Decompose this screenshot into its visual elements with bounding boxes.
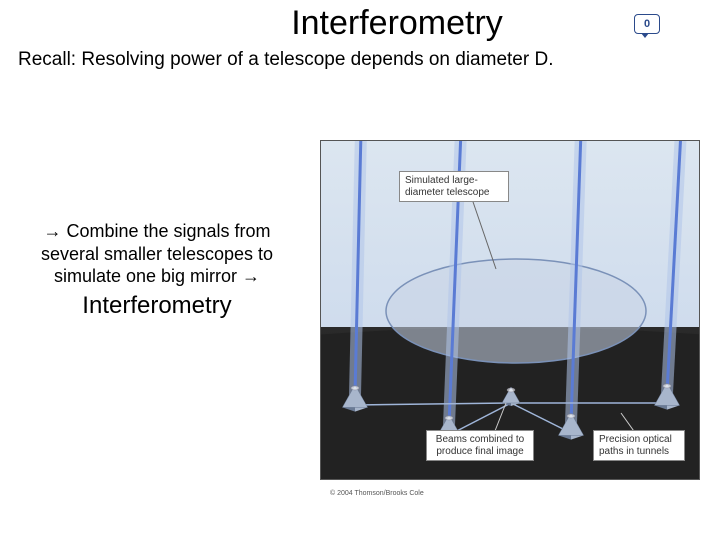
callout-beams-combined: Beams combined to produce final image — [426, 430, 534, 461]
callout-optical-paths: Precision optical paths in tunnels — [593, 430, 685, 461]
combine-text: Combine the signals from several smaller… — [41, 221, 273, 286]
arrow-right-icon: → — [43, 221, 61, 241]
interferometry-diagram: Simulated large-diameter telescope Beams… — [320, 140, 700, 480]
comment-badge[interactable]: 0 — [634, 14, 660, 34]
subtitle-text: Recall: Resolving power of a telescope d… — [0, 43, 720, 71]
conclusion-text: Interferometry — [22, 292, 292, 320]
copyright-text: © 2004 Thomson/Brooks Cole — [330, 490, 424, 497]
body-text: → Combine the signals from several small… — [22, 220, 292, 288]
page-title: Interferometry — [60, 4, 634, 43]
arrow-right-icon: → — [242, 266, 260, 286]
callout-simulated-dish: Simulated large-diameter telescope — [399, 171, 509, 202]
